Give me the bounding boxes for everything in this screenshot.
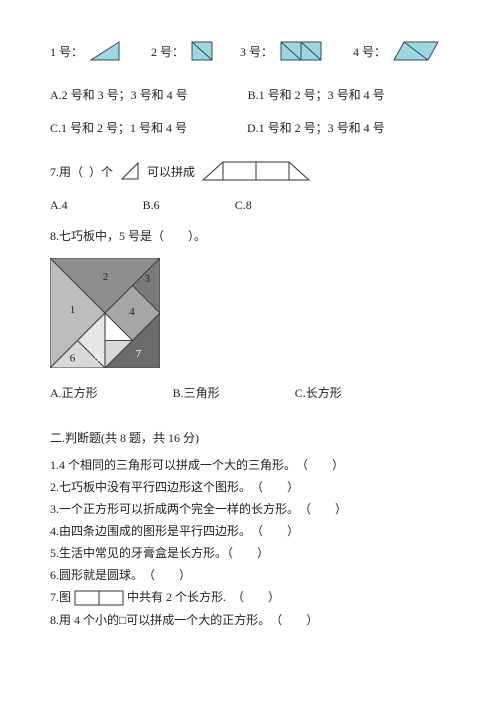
shape1-label: 1 号：	[50, 43, 83, 60]
shape-options: 1 号： 2 号： 3 号： 4 号：	[50, 40, 460, 62]
j4: 4.由四条边围成的图形是平行四边形。 （ ）	[50, 522, 460, 539]
q7-triangle-icon	[119, 160, 141, 182]
shape3-label: 3 号：	[240, 43, 273, 60]
q6-options-row1: A.2 号和 3 号；3 号和 4 号 B.1 号和 2 号；3 号和 4 号	[50, 86, 460, 103]
j7b: 中共有 2 个长方形. （ ）	[127, 590, 280, 604]
q7-optB: B.6	[143, 198, 160, 213]
q7-text-c: 可以拼成	[147, 163, 195, 180]
shape2	[190, 40, 214, 62]
q6-optC: C.1 号和 2 号；1 号和 4 号	[50, 119, 187, 136]
q6-optD: D.1 号和 2 号；3 号和 4 号	[247, 119, 385, 136]
tangram: 1 2 3 4 5 6 7	[50, 258, 460, 368]
q6-options-row2: C.1 号和 2 号；1 号和 4 号 D.1 号和 2 号；3 号和 4 号	[50, 119, 460, 136]
t-label-5: 5	[94, 352, 100, 364]
t-label-7: 7	[136, 348, 142, 360]
section2-title: 二.判断题(共 8 题，共 16 分)	[50, 429, 460, 446]
j1: 1.4 个相同的三角形可以拼成一个大的三角形。 （ ）	[50, 456, 460, 473]
q7-optA: A.4	[50, 198, 68, 213]
q7-text-a: 7.用（	[50, 163, 83, 180]
q8-options: A.正方形 B.三角形 C.长方形	[50, 384, 460, 401]
q7-options: A.4 B.6 C.8	[50, 198, 460, 213]
q7-text-b: ）个	[89, 163, 113, 180]
shape2-label: 2 号：	[151, 43, 184, 60]
j7: 7.图 中共有 2 个长方形. （ ）	[50, 588, 460, 606]
shape4	[392, 40, 440, 62]
q7-target-shape	[201, 158, 311, 184]
shape3	[279, 40, 323, 62]
q7: 7.用（ ）个 可以拼成	[50, 158, 460, 184]
t-label-4: 4	[129, 306, 135, 318]
j8: 8.用 4 个小的□可以拼成一个大的正方形。 （ ）	[50, 611, 460, 628]
q7-optC: C.8	[235, 198, 252, 213]
t-label-2: 2	[103, 271, 109, 283]
j7a: 7.图	[50, 590, 71, 604]
q6-optA: A.2 号和 3 号；3 号和 4 号	[50, 86, 188, 103]
t-label-6: 6	[70, 352, 76, 364]
q8-stem: 8.七巧板中，5 号是（ ）。	[50, 227, 460, 244]
j7-rect-icon	[74, 590, 124, 606]
shape1	[89, 40, 121, 62]
j5: 5.生活中常见的牙膏盒是长方形。（ ）	[50, 544, 460, 561]
judge-list: 1.4 个相同的三角形可以拼成一个大的三角形。 （ ） 2.七巧板中没有平行四边…	[50, 456, 460, 628]
q8-optC: C.长方形	[295, 384, 342, 401]
q8-optB: B.三角形	[173, 384, 220, 401]
j3: 3.一个正方形可以折成两个完全一样的长方形。 （ ）	[50, 500, 460, 517]
j2: 2.七巧板中没有平行四边形这个图形。 （ ）	[50, 478, 460, 495]
t-label-1: 1	[70, 304, 76, 316]
j6: 6.圆形就是圆球。 （ ）	[50, 566, 460, 583]
q6-optB: B.1 号和 2 号；3 号和 4 号	[248, 86, 385, 103]
t-label-3: 3	[145, 273, 151, 285]
q8-optA: A.正方形	[50, 384, 98, 401]
shape4-label: 4 号：	[353, 43, 386, 60]
